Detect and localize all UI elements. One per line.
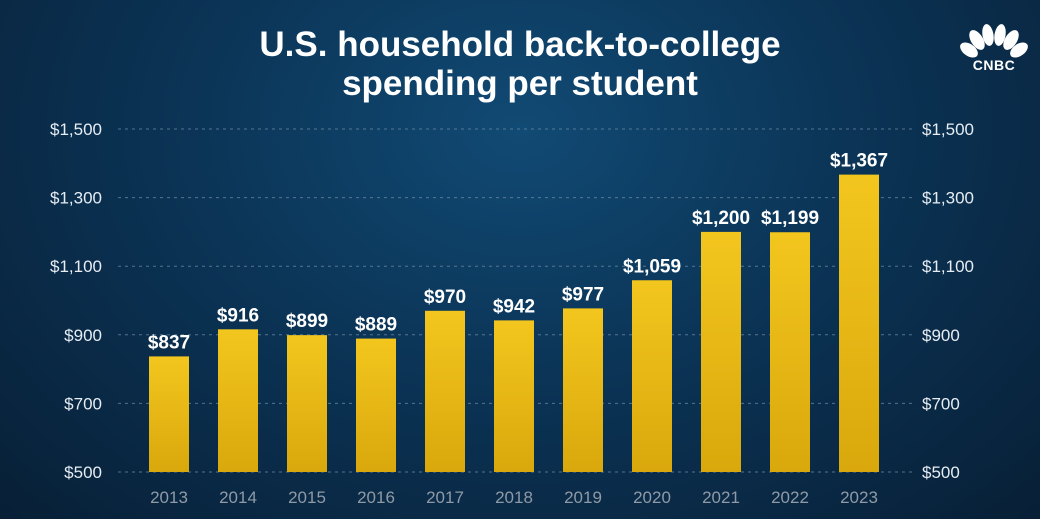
bar-2017 (425, 310, 465, 472)
x-tick-label: 2023 (840, 488, 878, 507)
chart-title-line1: U.S. household back-to-college (259, 25, 781, 64)
y-tick-label-right: $1,300 (922, 189, 974, 208)
data-label-2018: $942 (493, 296, 535, 317)
y-tick-label-right: $500 (922, 463, 960, 482)
bars (149, 174, 879, 472)
y-axis-left: $500 $700 $900 $1,100 $1,300 $1,500 (50, 120, 102, 482)
bar-2019 (563, 308, 603, 472)
y-tick-label-left: $700 (64, 394, 102, 413)
x-axis: 2013 2014 2015 2016 2017 2018 2019 2020 2021 2022… (150, 488, 878, 507)
data-labels: $837 $916 $899 $889 $970 $942 $977 $1,059 $1,200… (148, 151, 888, 354)
bar-2020 (632, 280, 672, 472)
data-label-2023: $1,367 (830, 151, 888, 172)
x-tick-label: 2021 (702, 488, 740, 507)
y-tick-label-right: $1,500 (922, 120, 974, 139)
x-tick-label: 2019 (564, 488, 602, 507)
data-label-2016: $889 (355, 315, 397, 336)
x-tick-label: 2018 (495, 488, 533, 507)
data-label-2017: $970 (424, 287, 466, 308)
y-tick-label-left: $1,100 (50, 257, 102, 276)
x-tick-label: 2015 (288, 488, 326, 507)
cnbc-logo-text: CNBC (972, 57, 1016, 73)
x-tick-label: 2022 (771, 488, 809, 507)
data-label-2015: $899 (286, 311, 328, 332)
chart-title: U.S. household back-to-college spending … (0, 25, 1040, 103)
y-tick-label-left: $1,300 (50, 189, 102, 208)
data-label-2014: $916 (217, 305, 259, 326)
cnbc-peacock-icon (960, 24, 1028, 58)
bar-2013 (149, 356, 189, 472)
data-label-2019: $977 (562, 284, 604, 305)
x-tick-label: 2020 (633, 488, 671, 507)
y-tick-label-right: $1,100 (922, 257, 974, 276)
x-tick-label: 2016 (357, 488, 395, 507)
x-tick-label: 2014 (219, 488, 257, 507)
y-axis-right: $500 $700 $900 $1,100 $1,300 $1,500 (922, 120, 974, 482)
bar-2015 (287, 335, 327, 472)
bar-2023 (839, 174, 879, 472)
x-tick-label: 2013 (150, 488, 188, 507)
bar-2021 (701, 231, 741, 472)
data-label-2022: $1,199 (761, 208, 819, 229)
bar-2014 (218, 329, 258, 472)
y-tick-label-left: $900 (64, 326, 102, 345)
data-label-2020: $1,059 (623, 256, 681, 277)
bar-2016 (356, 338, 396, 472)
chart-title-line2: spending per student (342, 64, 698, 103)
y-tick-label-right: $700 (922, 394, 960, 413)
y-tick-label-left: $500 (64, 463, 102, 482)
y-tick-label-left: $1,500 (50, 120, 102, 139)
y-tick-label-right: $900 (922, 326, 960, 345)
bar-2018 (494, 320, 534, 472)
x-tick-label: 2017 (426, 488, 464, 507)
data-label-2013: $837 (148, 332, 190, 353)
data-label-2021: $1,200 (692, 208, 750, 229)
bar-2022 (770, 232, 810, 472)
